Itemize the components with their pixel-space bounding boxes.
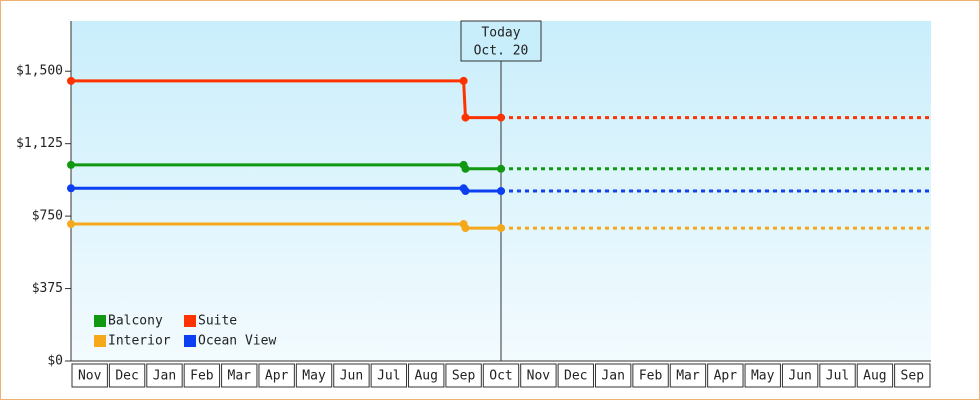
price-line bbox=[71, 79, 501, 120]
x-tick-label: Aug bbox=[414, 369, 437, 384]
y-tick-label: $1,125 bbox=[16, 136, 63, 151]
month-box bbox=[445, 363, 482, 388]
point bbox=[67, 160, 75, 169]
month-box bbox=[258, 363, 295, 388]
month-box bbox=[669, 363, 707, 388]
y-tick-label: $0 bbox=[47, 354, 63, 369]
x-tick-label: Dec bbox=[564, 369, 587, 384]
legend-swatch bbox=[94, 315, 106, 327]
month-box bbox=[707, 363, 744, 388]
x-tick-label: Sep bbox=[901, 369, 925, 384]
point bbox=[461, 224, 470, 233]
month-box bbox=[71, 363, 108, 388]
month-box bbox=[819, 363, 856, 388]
month-box bbox=[856, 363, 894, 388]
point bbox=[497, 164, 505, 173]
y-tick-label: $1,500 bbox=[16, 64, 63, 79]
point bbox=[461, 164, 470, 173]
y-tick-label: $750 bbox=[32, 209, 63, 224]
point bbox=[67, 184, 75, 193]
x-tick-label: Jun bbox=[788, 369, 811, 384]
x-tick-label: Jan bbox=[153, 369, 176, 384]
x-tick-label: Jul bbox=[377, 369, 400, 384]
x-tick-label: Dec bbox=[115, 369, 138, 384]
point bbox=[461, 113, 470, 122]
point bbox=[497, 224, 505, 233]
legend-label: Suite bbox=[198, 314, 237, 329]
legend-label: Balcony bbox=[108, 314, 163, 329]
today-date: Oct. 20 bbox=[474, 44, 529, 59]
x-tick-label: Apr bbox=[265, 369, 289, 384]
point bbox=[497, 113, 505, 122]
legend-label: Ocean View bbox=[198, 334, 276, 349]
x-tick-label: Nov bbox=[78, 369, 102, 384]
month-box bbox=[108, 363, 146, 388]
x-tick-label: Jan bbox=[601, 369, 624, 384]
x-tick-label: Sep bbox=[452, 369, 476, 384]
month-box bbox=[221, 363, 258, 388]
point bbox=[497, 187, 505, 195]
month-box bbox=[183, 363, 221, 388]
month-box bbox=[781, 363, 819, 388]
month-box bbox=[333, 363, 370, 388]
x-tick-label: Nov bbox=[527, 369, 551, 384]
point bbox=[67, 220, 75, 229]
x-tick-label: Feb bbox=[639, 369, 663, 384]
month-box bbox=[146, 363, 183, 388]
x-tick-label: Feb bbox=[190, 369, 214, 384]
month-box bbox=[744, 363, 781, 388]
legend-swatch bbox=[184, 335, 196, 347]
x-tick-label: May bbox=[302, 369, 326, 384]
point bbox=[459, 76, 468, 85]
point bbox=[461, 187, 470, 195]
today-label: Today bbox=[481, 26, 520, 41]
x-tick-label: Mar bbox=[228, 369, 252, 384]
point bbox=[67, 76, 75, 85]
month-box bbox=[520, 363, 557, 388]
month-box bbox=[594, 363, 632, 388]
legend-label: Interior bbox=[108, 334, 171, 349]
month-box bbox=[894, 363, 931, 388]
x-tick-label: May bbox=[751, 369, 775, 384]
today-box bbox=[460, 20, 542, 62]
x-tick-label: Jun bbox=[340, 369, 363, 384]
month-box bbox=[557, 363, 594, 388]
x-tick-label: Apr bbox=[714, 369, 738, 384]
month-box bbox=[370, 363, 408, 388]
legend-swatch bbox=[184, 315, 196, 327]
x-tick-label: Oct bbox=[489, 369, 512, 384]
legend-swatch bbox=[94, 335, 106, 347]
x-tick-label: Mar bbox=[676, 369, 700, 384]
month-box bbox=[295, 363, 333, 388]
x-tick-label: Aug bbox=[863, 369, 886, 384]
month-box bbox=[482, 363, 520, 388]
y-tick-label: $375 bbox=[32, 281, 63, 296]
month-box bbox=[408, 363, 445, 388]
x-tick-label: Jul bbox=[826, 369, 849, 384]
month-box bbox=[632, 363, 669, 388]
